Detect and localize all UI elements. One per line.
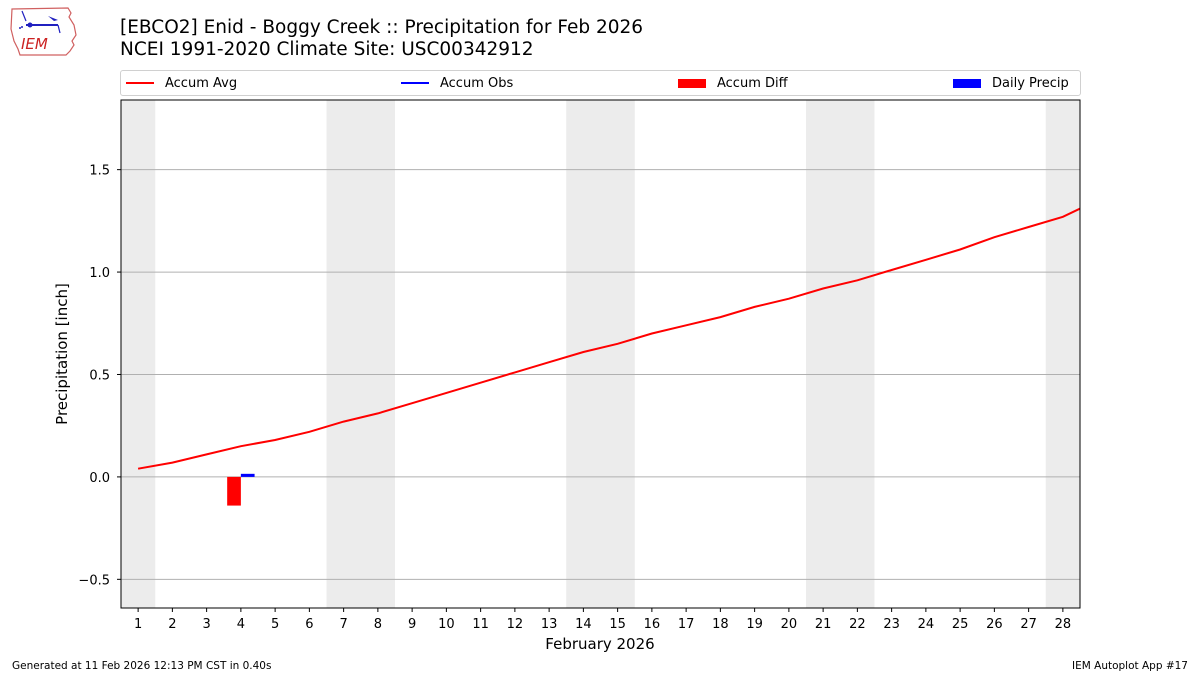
plot-frame	[120, 99, 1081, 609]
legend-swatch-daily-precip	[953, 78, 981, 88]
daily-precip-bar	[240, 473, 255, 477]
x-tick-label: 5	[271, 617, 279, 632]
x-tick-label: 25	[952, 617, 969, 632]
chart-legend: Accum Avg Accum Obs Accum Diff Daily Pre…	[120, 70, 1081, 96]
x-tick-label: 22	[849, 617, 866, 632]
accum-diff-bar	[227, 476, 241, 506]
x-tick-label: 18	[712, 617, 729, 632]
x-tick-label: 10	[438, 617, 455, 632]
x-tick-label: 15	[609, 617, 626, 632]
y-gridlines	[121, 169, 1080, 580]
iem-logo: IEM	[10, 7, 77, 56]
weekend-band	[326, 100, 395, 608]
x-tick-label: 21	[815, 617, 832, 632]
x-axis-ticks: 1 2 3 4 5 6 7 8 9 10 11 12 13 14 15 16 17 18 19 20 21 22 23 24 2…	[134, 608, 1071, 632]
chart-title: [EBCO2] Enid - Boggy Creek :: Precipitat…	[120, 17, 644, 38]
legend-swatch-accum-avg	[126, 82, 154, 84]
y-tick-label: 0.0	[89, 471, 110, 486]
generated-timestamp: Generated at 11 Feb 2026 12:13 PM CST in…	[12, 660, 272, 672]
x-tick-label: 4	[237, 617, 245, 632]
x-tick-label: 7	[339, 617, 347, 632]
accum-avg-polyline	[137, 207, 1080, 470]
x-tick-label: 13	[541, 617, 558, 632]
x-tick-label: 3	[202, 617, 210, 632]
y-tick-label: 1.0	[89, 266, 110, 281]
x-tick-label: 26	[986, 617, 1003, 632]
weekend-band	[806, 100, 875, 608]
x-tick-label: 14	[575, 617, 592, 632]
legend-item-accum-avg: Accum Avg	[126, 71, 237, 95]
legend-item-accum-diff: Accum Diff	[678, 71, 788, 95]
chart-subtitle: NCEI 1991-2020 Climate Site: USC00342912	[120, 39, 534, 60]
x-axis-label: February 2026	[545, 635, 654, 653]
x-tick-label: 2	[168, 617, 176, 632]
x-tick-label: 8	[374, 617, 382, 632]
legend-item-daily-precip: Daily Precip	[953, 71, 1069, 95]
x-tick-label: 20	[781, 617, 798, 632]
x-tick-label: 6	[305, 617, 313, 632]
weekend-band	[121, 100, 156, 608]
app-credit: IEM Autoplot App #17	[1072, 660, 1188, 672]
y-tick-label: 1.5	[89, 164, 110, 179]
x-tick-label: 1	[134, 617, 142, 632]
legend-swatch-accum-diff	[678, 78, 706, 88]
weekend-shading	[121, 100, 1080, 608]
x-tick-label: 9	[408, 617, 416, 632]
y-tick-label: −0.5	[78, 573, 110, 588]
x-tick-label: 23	[883, 617, 900, 632]
x-tick-label: 11	[472, 617, 489, 632]
y-axis-ticks: −0.5 0.0 0.5 1.0 1.5	[78, 164, 121, 588]
x-tick-label: 17	[678, 617, 695, 632]
legend-swatch-accum-obs	[401, 82, 429, 84]
y-tick-label: 0.5	[89, 368, 110, 383]
accum-avg-line	[137, 207, 1080, 470]
bars	[227, 473, 255, 506]
x-tick-label: 19	[746, 617, 763, 632]
legend-label-accum-obs: Accum Obs	[440, 75, 514, 91]
weekend-band	[1045, 100, 1080, 608]
legend-label-daily-precip: Daily Precip	[992, 75, 1069, 91]
legend-label-accum-diff: Accum Diff	[717, 75, 788, 91]
x-tick-label: 24	[918, 617, 935, 632]
x-tick-label: 28	[1055, 617, 1072, 632]
x-tick-label: 16	[644, 617, 661, 632]
x-tick-label: 12	[507, 617, 524, 632]
x-tick-label: 27	[1020, 617, 1037, 632]
legend-item-accum-obs: Accum Obs	[401, 71, 513, 95]
y-axis-label: Precipitation [inch]	[53, 283, 71, 425]
svg-text:IEM: IEM	[21, 35, 48, 53]
legend-label-accum-avg: Accum Avg	[165, 75, 238, 91]
